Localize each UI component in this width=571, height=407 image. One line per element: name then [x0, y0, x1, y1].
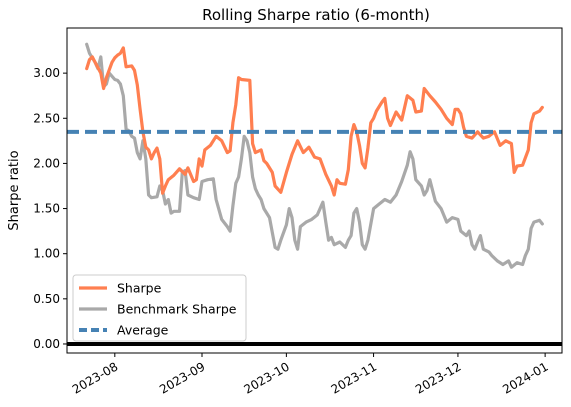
plot-frame — [66, 27, 563, 354]
y-tick-label: 1.00 — [33, 247, 60, 261]
y-tick-label: 1.50 — [33, 202, 60, 216]
legend-box — [72, 274, 247, 342]
sharpe-series-line — [85, 46, 544, 197]
benchmark-sharpe-series-line — [85, 42, 544, 269]
x-tick-label: 2023-10 — [241, 359, 291, 396]
y-axis-label: Sharpe ratio — [7, 150, 22, 230]
chart-title: Rolling Sharpe ratio (6-month) — [202, 6, 430, 24]
y-tick-label: 3.00 — [33, 66, 60, 80]
legend-label-sharpe: Sharpe — [117, 281, 162, 296]
x-tick-label: 2023-09 — [157, 359, 207, 396]
legend-label-average: Average — [117, 323, 169, 338]
y-axis-ticks: 0.00 0.50 1.00 1.50 2.00 2.50 3.00 — [33, 66, 67, 351]
x-tick-label: 2023-08 — [70, 359, 120, 396]
x-tick-label: 2024-01 — [500, 359, 550, 396]
y-tick-label: 0.50 — [33, 292, 60, 306]
legend-label-benchmark-sharpe: Benchmark Sharpe — [117, 302, 237, 317]
x-tick-label: 2023-12 — [413, 359, 463, 396]
plot-area — [67, 42, 562, 346]
x-tick-label: 2023-11 — [329, 359, 379, 396]
y-tick-label: 2.50 — [33, 111, 60, 125]
y-tick-label: 0.00 — [33, 337, 60, 351]
x-axis-ticks: 2023-08 2023-09 2023-10 2023-11 2023-12 2024-… — [70, 353, 551, 397]
legend: Sharpe Benchmark Sharpe Average — [72, 274, 247, 342]
y-tick-label: 2.00 — [33, 156, 60, 170]
